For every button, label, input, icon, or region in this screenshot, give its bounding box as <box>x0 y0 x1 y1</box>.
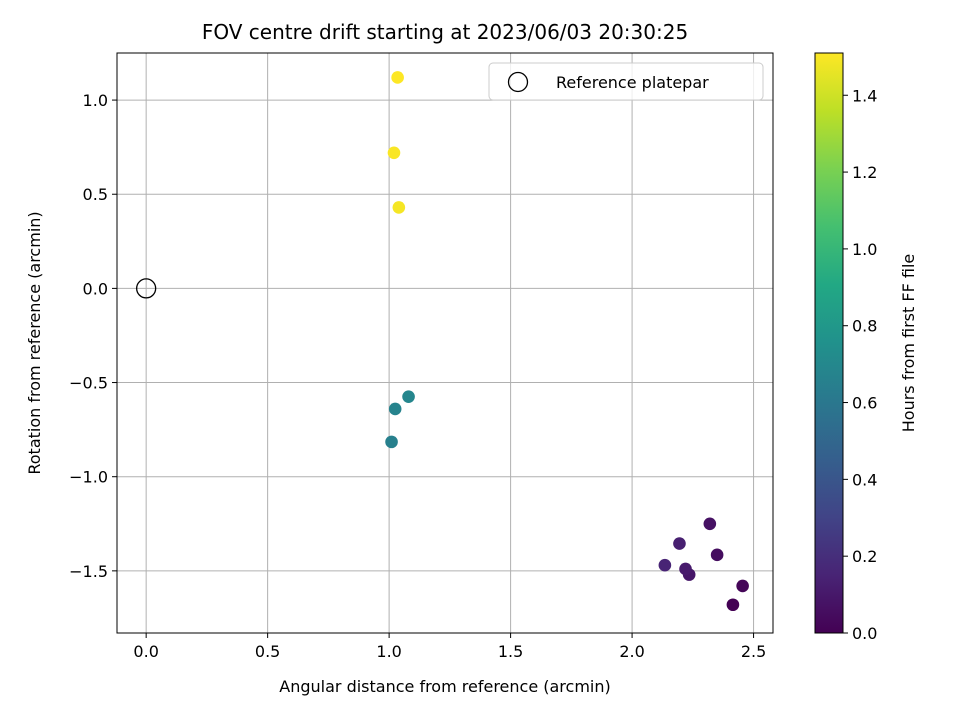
data-points <box>136 71 749 612</box>
colorbar-label: Hours from first FF file <box>899 254 918 433</box>
colorbar-ticks: 0.0 0.2 0.4 0.6 0.8 1.0 1.2 1.4 <box>843 86 877 643</box>
y-tick-label: 1.0 <box>83 91 108 110</box>
colorbar-tick-label: 0.0 <box>852 624 877 643</box>
colorbar-tick-label: 0.4 <box>852 470 877 489</box>
colorbar-tick-label: 0.6 <box>852 394 877 413</box>
y-tick-label: 0.0 <box>83 279 108 298</box>
y-tick-label: −0.5 <box>69 374 108 393</box>
y-tick-label: −1.0 <box>69 468 108 487</box>
reference-platepar-point <box>136 278 157 299</box>
x-tick-label: 2.0 <box>619 642 644 661</box>
scatter-point <box>679 562 692 576</box>
scatter-point <box>726 598 740 612</box>
colorbar: 0.0 0.2 0.4 0.6 0.8 1.0 1.2 1.4 Hours from firs… <box>814 52 918 643</box>
colorbar-tick-label: 1.4 <box>852 86 877 105</box>
x-axis-label: Angular distance from reference (arcmin) <box>279 677 610 696</box>
scatter-point <box>391 71 404 84</box>
x-axis-ticks: 0.0 0.5 1.0 1.5 2.0 2.5 <box>133 633 766 661</box>
legend: Reference platepar <box>488 62 764 101</box>
x-tick-label: 2.5 <box>741 642 766 661</box>
scatter-point <box>673 537 686 550</box>
x-tick-label: 0.5 <box>255 642 280 661</box>
colorbar-tick-label: 1.0 <box>852 240 877 259</box>
x-tick-label: 1.5 <box>498 642 523 661</box>
scatter-point <box>388 402 402 416</box>
scatter-point <box>402 390 415 403</box>
legend-marker-reference <box>507 71 529 93</box>
legend-entry-reference: Reference platepar <box>556 73 709 92</box>
scatter-point <box>392 201 406 214</box>
x-tick-label: 1.0 <box>376 642 401 661</box>
colorbar-tick-label: 1.2 <box>852 163 877 182</box>
scatter-point <box>736 579 749 593</box>
scatter-point <box>703 517 717 531</box>
chart-title: FOV centre drift starting at 2023/06/03 … <box>202 20 688 44</box>
scatter-point <box>658 558 672 572</box>
y-tick-label: 0.5 <box>83 185 108 204</box>
colorbar-tick-label: 0.2 <box>852 547 877 566</box>
colorbar-frame <box>814 52 844 634</box>
colorbar-gradient <box>815 53 843 633</box>
x-tick-label: 0.0 <box>133 642 158 661</box>
scatter-point <box>710 548 724 562</box>
legend-box <box>488 62 764 101</box>
y-axis-label: Rotation from reference (arcmin) <box>25 211 44 474</box>
y-tick-label: −1.5 <box>69 562 108 581</box>
colorbar-tick-label: 0.8 <box>852 317 877 336</box>
scatter-point <box>387 146 401 160</box>
plot-frame <box>116 52 774 634</box>
scatter-point <box>385 435 398 449</box>
y-axis-ticks: 1.0 0.5 0.0 −0.5 −1.0 −1.5 <box>69 91 117 581</box>
